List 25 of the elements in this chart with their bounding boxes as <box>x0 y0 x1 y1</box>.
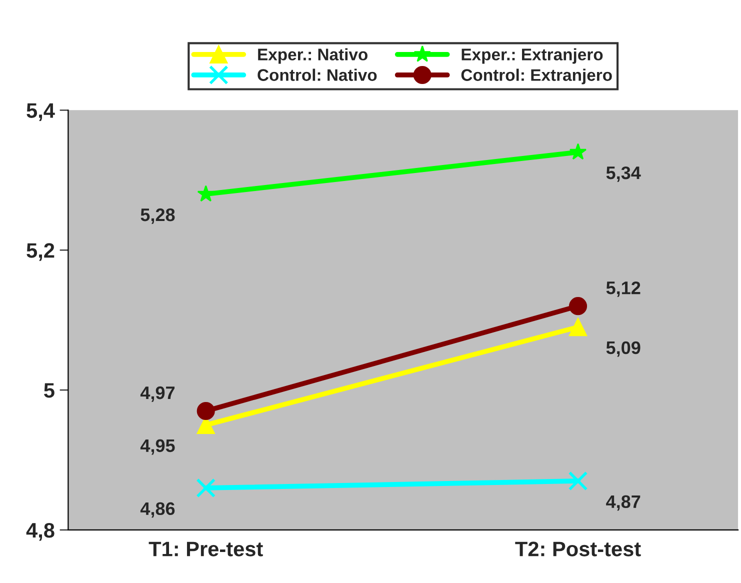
x-tick-label: T1: Pre-test <box>148 542 263 556</box>
legend-label: Exper.: Extranjero <box>462 48 603 64</box>
data-label: 4,87 <box>606 495 640 511</box>
point <box>196 478 216 498</box>
point <box>568 297 588 316</box>
y-tick-label: 5 <box>44 383 54 398</box>
data-label: 5,12 <box>606 281 640 297</box>
point <box>197 185 214 202</box>
data-label: 5,09 <box>606 341 640 357</box>
legend-label: Control: Extranjero <box>461 68 612 84</box>
data-label: 5,34 <box>606 166 641 182</box>
x-tick-label: T2: Post-test <box>515 542 641 556</box>
data-label: 4,95 <box>140 439 175 455</box>
point <box>196 402 215 420</box>
y-tick-label: 4,8 <box>26 522 54 541</box>
y-tick-label: 5,4 <box>26 103 55 121</box>
legend-label: Exper.: Nativo <box>258 48 368 64</box>
point <box>568 471 588 491</box>
data-label: 4,97 <box>140 386 175 402</box>
legend-label: Control: Nativo <box>258 68 377 81</box>
data-label: 4,86 <box>140 502 175 518</box>
point <box>569 143 587 160</box>
data-label: 5,28 <box>140 208 175 224</box>
point <box>568 318 588 336</box>
y-tick-label: 5,2 <box>26 243 54 261</box>
